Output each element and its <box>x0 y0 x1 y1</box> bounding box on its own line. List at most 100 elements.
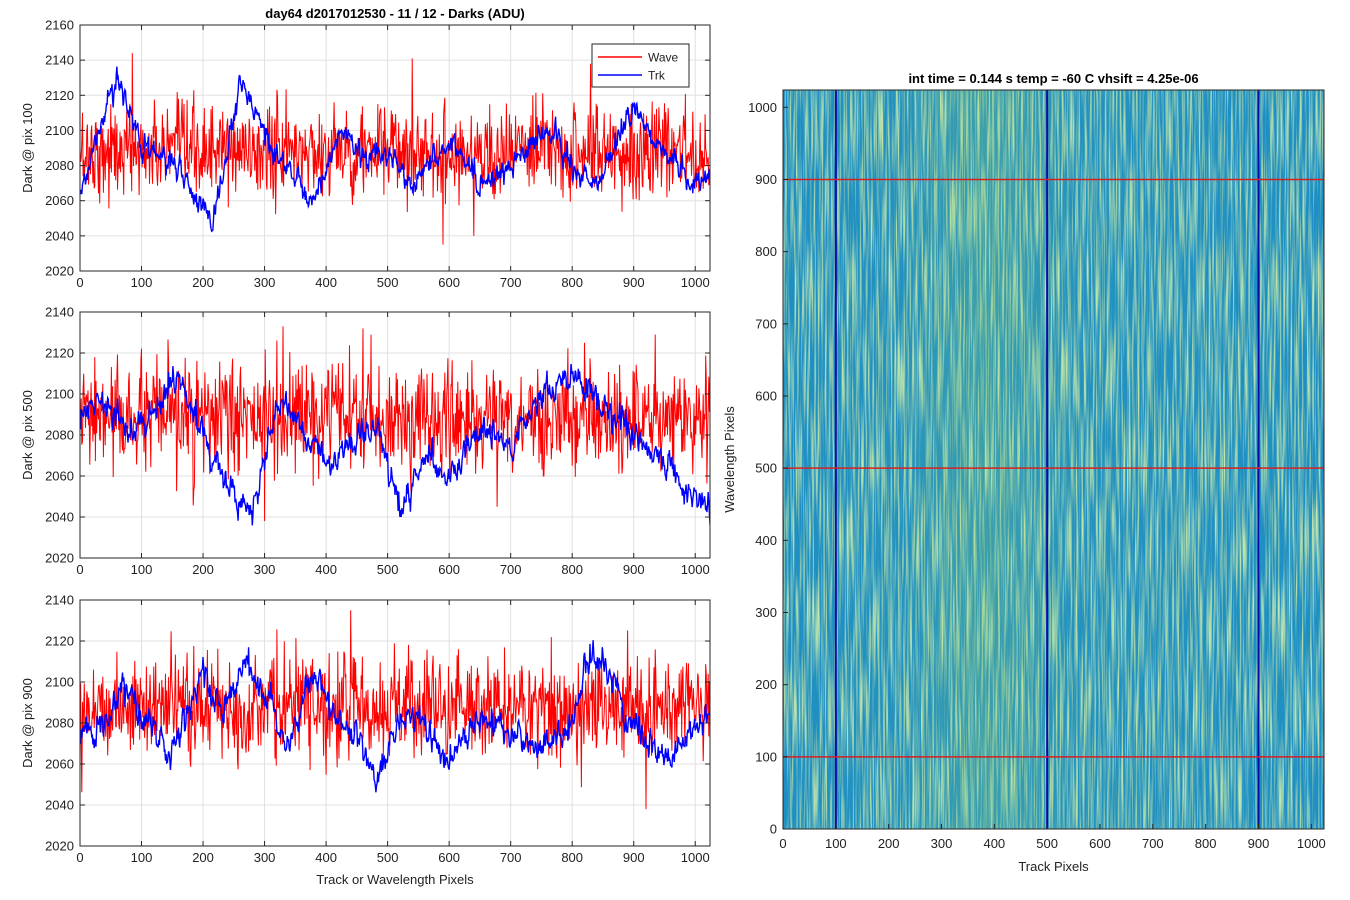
legend-box <box>591 43 690 88</box>
y-tick-label: 2060 <box>45 469 74 484</box>
x-tick-label: 1000 <box>1297 836 1326 851</box>
y-axis-label: Dark @ pix 500 <box>20 390 35 480</box>
series-wave-line <box>80 610 710 810</box>
y-tick-label: 200 <box>755 677 777 692</box>
series-group <box>80 326 710 526</box>
y-tick-label: 2140 <box>45 593 74 608</box>
x-tick-label: 500 <box>377 562 399 577</box>
chart-title: day64 d2017012530 - 11 / 12 - Darks (ADU… <box>265 6 524 21</box>
x-tick-label: 0 <box>76 275 83 290</box>
y-tick-label: 2120 <box>45 634 74 649</box>
y-tick-label: 2060 <box>45 757 74 772</box>
y-tick-label: 2080 <box>45 716 74 731</box>
x-tick-label: 800 <box>1195 836 1217 851</box>
x-tick-label: 200 <box>192 275 214 290</box>
y-tick-label: 300 <box>755 605 777 620</box>
x-tick-label: 300 <box>931 836 953 851</box>
line-chart-1: 0 100 200 300 400 500 600 700 800 900 1000 2020 2040… <box>20 6 711 290</box>
y-tick-label: 1000 <box>748 100 777 115</box>
heatmap-ticks <box>782 106 1312 830</box>
y-tick-label: 2040 <box>45 510 74 525</box>
y-tick-label: 2100 <box>45 123 74 138</box>
x-tick-label: 800 <box>561 562 583 577</box>
y-tick-label: 600 <box>755 388 777 403</box>
x-tick-label: 300 <box>254 850 276 865</box>
heatmap-chart: 0 100 200 300 400 500 600 700 800 900 1000 0 100 200 3… <box>722 71 1326 874</box>
x-tick-label: 300 <box>254 275 276 290</box>
heatmap-bright-band <box>783 90 1324 829</box>
y-tick-label: 900 <box>755 172 777 187</box>
x-tick-label: 300 <box>254 562 276 577</box>
y-axis-label: Dark @ pix 900 <box>20 678 35 768</box>
x-tick-label: 800 <box>561 850 583 865</box>
y-tick-label: 2020 <box>45 839 74 854</box>
x-axis-label: Track or Wavelength Pixels <box>316 872 474 887</box>
series-group <box>80 610 710 810</box>
y-tick-label: 2100 <box>45 387 74 402</box>
ticks <box>79 311 710 559</box>
y-tick-label: 2120 <box>45 88 74 103</box>
x-tick-label: 1000 <box>681 850 710 865</box>
x-tick-label: 700 <box>500 850 522 865</box>
line-charts: 0 100 200 300 400 500 600 700 800 900 100020202040… <box>20 6 711 887</box>
series-trk-line <box>80 66 710 233</box>
y-axis-label: Wavelength Pixels <box>722 406 737 513</box>
y-tick-label: 100 <box>755 749 777 764</box>
ticks <box>79 599 710 847</box>
y-tick-label: 2080 <box>45 158 74 173</box>
x-tick-label: 1000 <box>681 275 710 290</box>
x-tick-label: 500 <box>377 275 399 290</box>
x-tick-label: 200 <box>192 562 214 577</box>
y-tick-label: 2040 <box>45 798 74 813</box>
x-tick-label: 600 <box>1089 836 1111 851</box>
y-tick-label: 0 <box>770 822 777 837</box>
x-tick-label: 600 <box>438 275 460 290</box>
y-tick-label: 2080 <box>45 428 74 443</box>
y-tick-label: 2140 <box>45 53 74 68</box>
x-tick-label: 0 <box>779 836 786 851</box>
x-tick-label: 0 <box>76 850 83 865</box>
series-wave-line <box>80 326 710 522</box>
x-tick-label: 900 <box>1248 836 1270 851</box>
y-tick-label: 400 <box>755 533 777 548</box>
line-chart-3: 0 100 200 300 400 500 600 700 800 900 1000 2020 2040… <box>20 593 711 887</box>
x-tick-label: 400 <box>315 275 337 290</box>
x-tick-label: 700 <box>500 562 522 577</box>
x-tick-label: 600 <box>438 562 460 577</box>
series-trk-line <box>80 363 710 526</box>
x-tick-label: 400 <box>983 836 1005 851</box>
y-tick-label: 2140 <box>45 305 74 320</box>
y-tick-label: 2020 <box>45 264 74 279</box>
series-trk-line <box>80 640 710 793</box>
x-tick-label: 800 <box>561 275 583 290</box>
heatmap-axes-box <box>782 89 1325 830</box>
x-tick-label: 600 <box>438 850 460 865</box>
x-tick-label: 500 <box>1036 836 1058 851</box>
x-tick-label: 100 <box>131 275 153 290</box>
x-tick-label: 100 <box>825 836 847 851</box>
x-tick-label: 100 <box>131 850 153 865</box>
y-tick-label: 2020 <box>45 551 74 566</box>
x-tick-label: 500 <box>377 850 399 865</box>
ticks <box>79 24 710 272</box>
legend-label-wave: Wave <box>648 51 679 65</box>
y-tick-label: 700 <box>755 316 777 331</box>
x-tick-label: 0 <box>76 562 83 577</box>
y-tick-label: 500 <box>755 461 777 476</box>
x-tick-label: 900 <box>623 275 645 290</box>
y-axis-label: Dark @ pix 100 <box>20 103 35 193</box>
y-tick-label: 800 <box>755 244 777 259</box>
legend: Wave Trk <box>591 43 690 88</box>
x-tick-label: 700 <box>500 275 522 290</box>
x-tick-label: 900 <box>623 562 645 577</box>
series-wave-line <box>80 53 710 245</box>
line-chart-2: 0 100 200 300 400 500 600 700 800 900 1000 2020 2040… <box>20 305 711 577</box>
x-tick-label: 200 <box>878 836 900 851</box>
x-tick-label: 1000 <box>681 562 710 577</box>
series-group <box>80 53 710 245</box>
x-tick-label: 100 <box>131 562 153 577</box>
x-tick-label: 200 <box>192 850 214 865</box>
axes-box <box>79 24 711 272</box>
x-tick-label: 900 <box>623 850 645 865</box>
